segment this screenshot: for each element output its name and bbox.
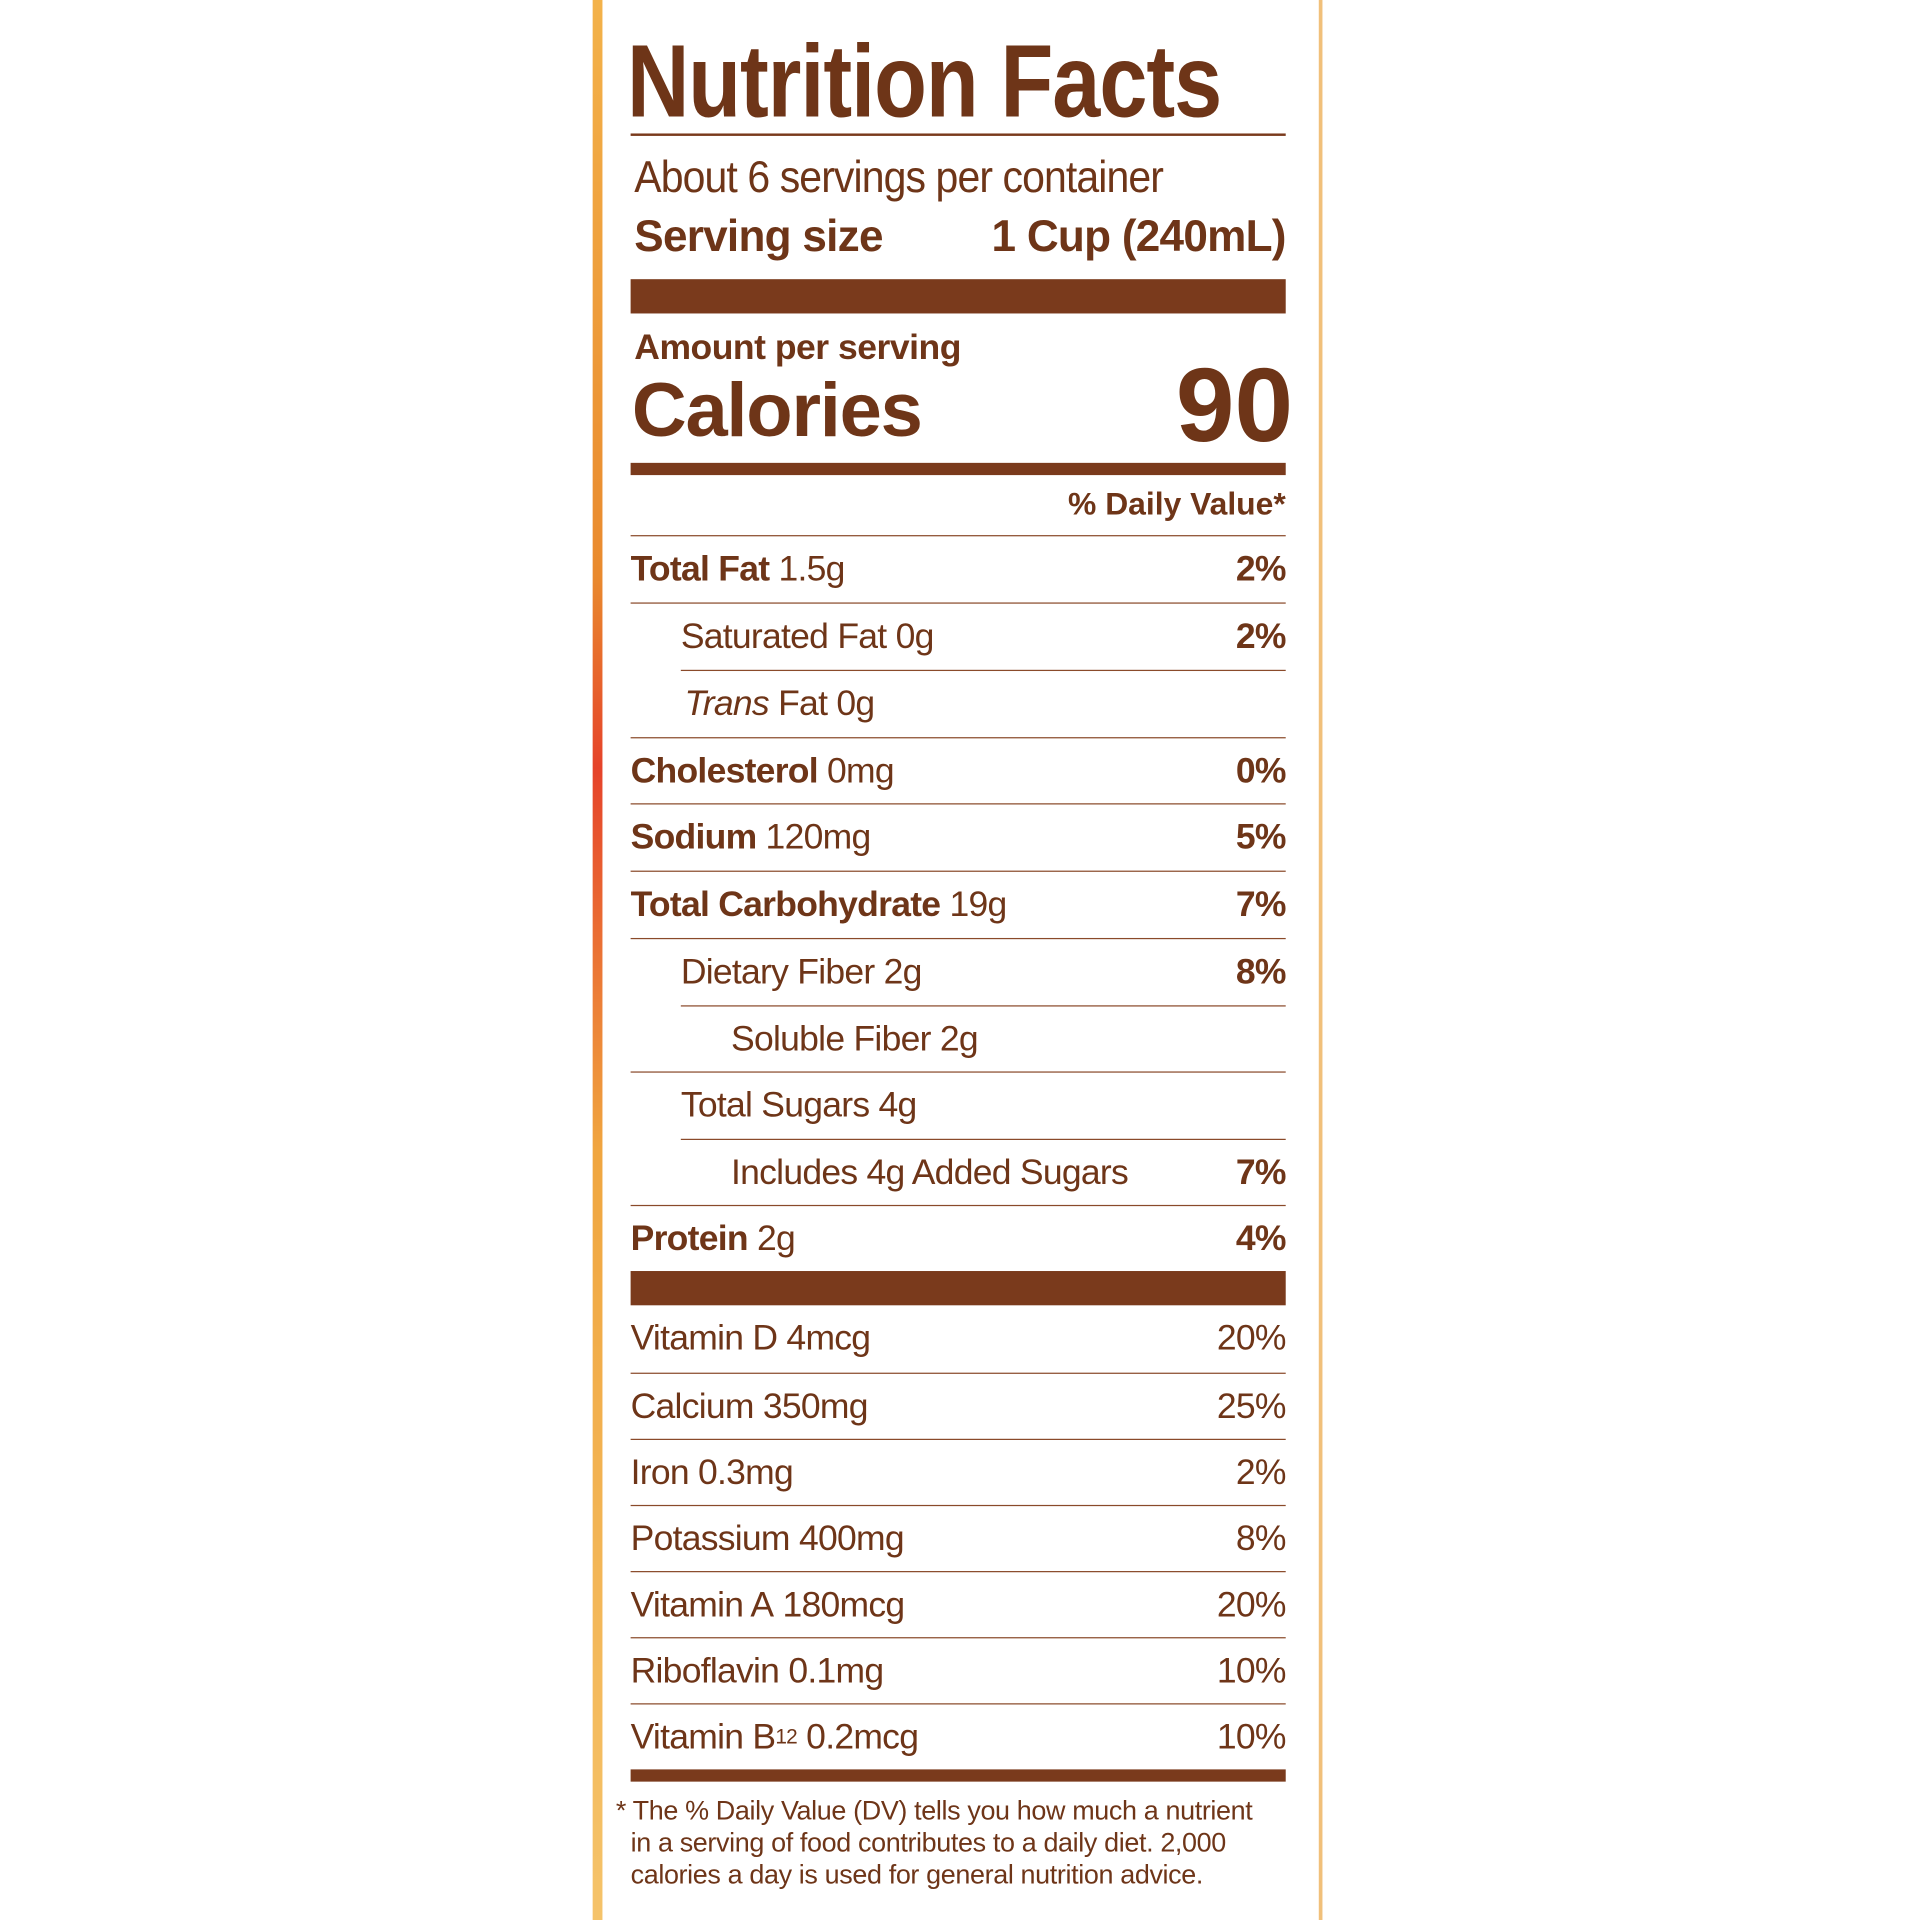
vitamin-name: Calcium xyxy=(630,1386,755,1426)
nutrient-dv: 2% xyxy=(1235,549,1287,589)
package-stripe xyxy=(592,0,603,1920)
vitamin-amount: 180mcg xyxy=(782,1585,906,1625)
nutrient-name: Total Fat xyxy=(630,549,770,589)
vitamin-row: Riboflavin 0.1mg 10% xyxy=(630,1637,1287,1704)
footnote-line: in a serving of food contributes to a da… xyxy=(630,1826,1227,1858)
servings: About 6 servings per container xyxy=(634,151,1164,203)
nutrient-dv: 7% xyxy=(1235,1152,1287,1193)
vitamin-name: Riboflavin xyxy=(630,1651,780,1691)
vitamin-dv: 8% xyxy=(1235,1518,1287,1559)
vitamin-amount: 0.2mcg xyxy=(806,1717,919,1757)
nutrient-dv: 5% xyxy=(1235,817,1287,857)
nutrient-name: Cholesterol xyxy=(630,751,819,791)
nutrient-row: Soluble Fiber 2g xyxy=(680,1005,1286,1072)
daily-value-header: % Daily Value* xyxy=(1068,484,1286,522)
nutrient-dv: 0% xyxy=(1235,751,1287,791)
vitamin-name: Potassium xyxy=(630,1518,791,1559)
label-panel xyxy=(608,0,1319,1920)
nutrient-row: Total Carbohydrate 19g 7% xyxy=(630,870,1287,938)
nutrient-amount: 2g xyxy=(883,952,923,992)
nutrient-name: Soluble Fiber xyxy=(731,1019,931,1059)
thick-bar xyxy=(630,279,1286,314)
nutrient-amount: 0mg xyxy=(827,751,895,791)
vitamin-amount: 0.1mg xyxy=(788,1651,884,1691)
thick-bar xyxy=(630,1271,1286,1306)
nutrient-amount: 0g xyxy=(895,616,935,656)
title: Nutrition Facts xyxy=(626,23,1222,139)
vitamin-row: Vitamin D 4mcg 20% xyxy=(630,1305,1287,1371)
rule xyxy=(630,133,1286,136)
calories-value: 90 xyxy=(1175,346,1294,465)
nutrient-amount: 2g xyxy=(756,1218,796,1259)
nutrient-dv: 8% xyxy=(1235,952,1287,992)
vitamin-row: Vitamin B 12 0.2mcg 10% xyxy=(630,1703,1287,1770)
vitamin-dv: 2% xyxy=(1235,1452,1287,1493)
nutrient-dv: 7% xyxy=(1235,884,1287,924)
vitamin-dv: 25% xyxy=(1216,1386,1287,1426)
medium-bar xyxy=(630,462,1286,476)
nutrient-amount: 1.5g xyxy=(778,549,845,589)
medium-bar xyxy=(630,1769,1286,1782)
footnote-line: * The % Daily Value (DV) tells you how m… xyxy=(615,1795,1253,1826)
nutrient-dv: 2% xyxy=(1235,616,1287,656)
nutrient-name: Includes 4g Added Sugars xyxy=(731,1152,1129,1193)
nutrient-row: Trans Fat 0g xyxy=(680,669,1286,737)
nutrient-amount: 2g xyxy=(939,1019,979,1059)
nutrient-name: Total Sugars xyxy=(680,1085,870,1125)
nutrient-name: Sodium xyxy=(630,817,758,857)
nutrient-name: Saturated Fat xyxy=(680,616,887,656)
vitamin-amount: 400mg xyxy=(798,1518,905,1559)
vitamin-amount: 0.3mg xyxy=(698,1452,794,1493)
nutrient-name: Protein xyxy=(630,1218,749,1259)
nutrient-amount: 0g xyxy=(836,683,875,724)
package-edge xyxy=(1317,0,1323,1920)
nutrient-name: Dietary Fiber xyxy=(680,952,875,992)
nutrient-row: Dietary Fiber 2g 8% xyxy=(630,937,1287,1005)
vitamin-row: Vitamin A 180mcg 20% xyxy=(630,1571,1287,1638)
vitamin-dv: 20% xyxy=(1216,1318,1287,1358)
vitamin-row: Calcium 350mg 25% xyxy=(630,1372,1287,1440)
vitamin-row: Potassium 400mg 8% xyxy=(630,1504,1287,1572)
footnote: * The % Daily Value (DV) tells you how m… xyxy=(615,1795,1253,1891)
amount-per-serving: Amount per serving xyxy=(634,328,961,368)
nutrient-amount: 19g xyxy=(949,884,1007,924)
nutrient-row: Includes 4g Added Sugars 7% xyxy=(680,1138,1287,1206)
nutrient-amount: 4g xyxy=(878,1085,918,1125)
nutrient-dv: 4% xyxy=(1235,1218,1287,1259)
nutrient-row: Protein 2g 4% xyxy=(630,1204,1287,1272)
vitamin-name: Vitamin A xyxy=(630,1585,774,1625)
vitamin-row: Iron 0.3mg 2% xyxy=(630,1438,1287,1506)
nutrient-row: Cholesterol 0mg 0% xyxy=(630,737,1287,804)
nutrient-row: Total Sugars 4g xyxy=(630,1071,1286,1138)
vitamin-name: Vitamin D xyxy=(630,1318,778,1358)
vitamin-amount: 350mg xyxy=(762,1386,869,1426)
nutrient-name: Fat xyxy=(778,683,828,724)
vitamin-dv: 10% xyxy=(1216,1717,1287,1757)
serving-size-value: 1 Cup (240mL) xyxy=(991,210,1287,261)
vitamin-subscript: 12 xyxy=(775,1725,798,1749)
nutrient-name-italic: Trans xyxy=(684,683,769,724)
vitamin-amount: 4mcg xyxy=(786,1318,871,1358)
nutrient-row: Sodium 120mg 5% xyxy=(630,803,1287,870)
nutrient-row: Saturated Fat 0g 2% xyxy=(630,602,1287,669)
nutrient-row: Total Fat 1.5g 2% xyxy=(630,535,1287,602)
vitamin-name: Vitamin B xyxy=(630,1717,776,1757)
vitamin-dv: 10% xyxy=(1216,1651,1287,1691)
nutrient-name: Total Carbohydrate xyxy=(630,884,941,924)
footnote-line: calories a day is used for general nutri… xyxy=(630,1858,1204,1890)
vitamin-dv: 20% xyxy=(1216,1585,1287,1625)
calories-label: Calories xyxy=(631,368,923,454)
nutrient-amount: 120mg xyxy=(765,817,872,857)
serving-size-label: Serving size xyxy=(634,210,883,261)
vitamin-name: Iron xyxy=(630,1452,690,1493)
